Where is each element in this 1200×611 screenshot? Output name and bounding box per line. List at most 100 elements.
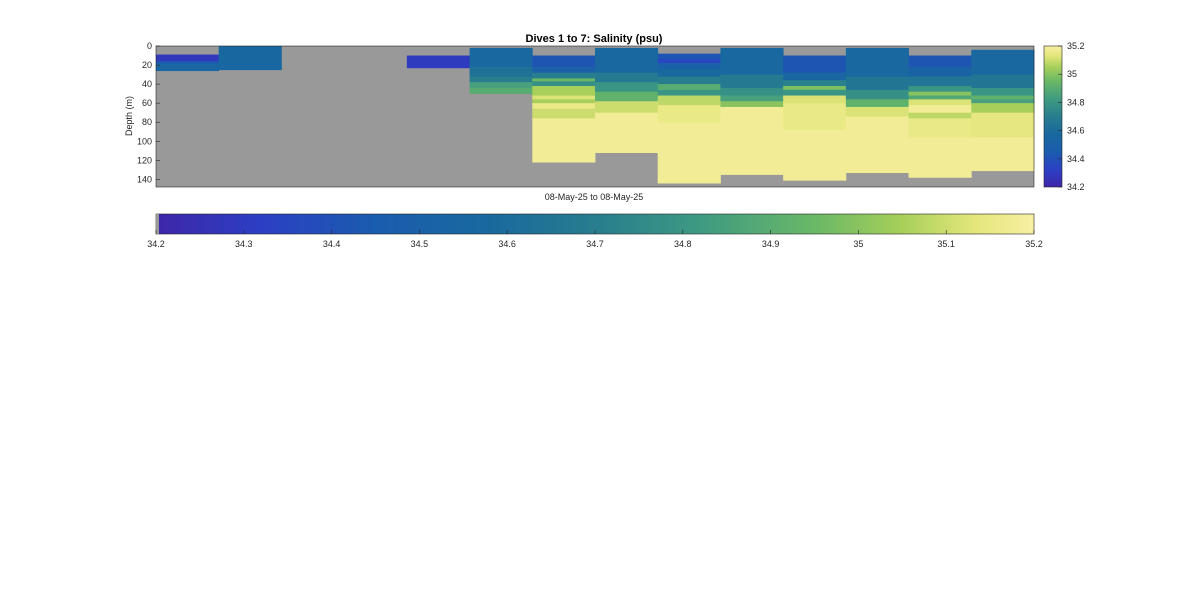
heatmap-cell bbox=[783, 103, 847, 131]
heatmap-cell bbox=[532, 66, 596, 73]
heatmap-cell bbox=[908, 76, 972, 87]
colorbar-bottom-missing-swatch bbox=[156, 214, 159, 234]
colorbar-right-gradient bbox=[1043, 45, 1063, 188]
heatmap-cell bbox=[156, 61, 220, 65]
heatmap-cell bbox=[908, 137, 972, 178]
colorbar-bottom-tick-label: 34.7 bbox=[586, 239, 604, 249]
heatmap-cell bbox=[845, 76, 909, 91]
plot-frame bbox=[155, 45, 1035, 188]
heatmap-cell bbox=[532, 118, 596, 163]
y-tick-label: 80 bbox=[142, 117, 152, 127]
heatmap-cell bbox=[971, 103, 1035, 113]
heatmap-cell bbox=[720, 87, 784, 96]
heatmap-cell bbox=[657, 89, 721, 96]
heatmap-cell bbox=[218, 46, 282, 71]
heatmap-cell bbox=[971, 95, 1035, 100]
colorbar-bottom-tick-label: 34.3 bbox=[235, 239, 253, 249]
y-tick-label: 100 bbox=[137, 136, 152, 146]
heatmap-cell bbox=[971, 137, 1035, 172]
heatmap-cell bbox=[845, 89, 909, 100]
colorbar-right-tick-label: 34.4 bbox=[1067, 154, 1085, 164]
heatmap-cell bbox=[657, 63, 721, 70]
heatmap-cell bbox=[469, 66, 533, 77]
y-axis: 0 20 40 60 80 100 120 140 bbox=[137, 41, 160, 184]
heatmap-cell bbox=[720, 47, 784, 75]
heatmap-cell bbox=[783, 89, 847, 96]
heatmap-cell bbox=[845, 99, 909, 108]
heatmap-cell bbox=[783, 80, 847, 87]
heatmap-cell bbox=[657, 53, 721, 60]
heatmap-cell bbox=[657, 76, 721, 85]
plot-area bbox=[155, 45, 1035, 188]
heatmap-cell bbox=[720, 106, 784, 175]
heatmap-cell bbox=[908, 95, 972, 100]
heatmap-cell bbox=[532, 95, 596, 100]
heatmap-cell bbox=[532, 55, 596, 68]
heatmap-cell bbox=[532, 72, 596, 79]
y-tick-label: 0 bbox=[147, 41, 152, 51]
chart-title: Dives 1 to 7: Salinity (psu) bbox=[526, 33, 663, 45]
colorbar-bottom-tick-label: 34.4 bbox=[323, 239, 341, 249]
colorbar-right-tick-label: 35 bbox=[1067, 69, 1077, 79]
heatmap-cell bbox=[783, 86, 847, 91]
heatmap-cell bbox=[971, 49, 1035, 75]
heatmap-cell bbox=[908, 55, 972, 68]
heatmap-cell bbox=[469, 82, 533, 89]
heatmap-cell bbox=[971, 74, 1035, 89]
heatmap-cell bbox=[657, 59, 721, 64]
colorbar-bottom-tick-label: 34.9 bbox=[762, 239, 780, 249]
colorbar-bottom-tick-label: 34.6 bbox=[498, 239, 516, 249]
colorbar-bottom-tick-label: 34.2 bbox=[147, 239, 165, 249]
heatmap-cell bbox=[532, 108, 596, 119]
y-tick-label: 60 bbox=[142, 98, 152, 108]
heatmap-cell bbox=[657, 68, 721, 77]
heatmap-cell bbox=[908, 118, 972, 138]
heatmap-cell bbox=[845, 116, 909, 174]
heatmap-cell bbox=[971, 87, 1035, 96]
heatmap-cell bbox=[971, 99, 1035, 104]
y-axis-label: Depth (m) bbox=[124, 96, 134, 136]
heatmap-cell bbox=[406, 55, 470, 69]
heatmap-cell bbox=[720, 74, 784, 89]
colorbar-right-tick-label: 34.2 bbox=[1067, 182, 1085, 192]
heatmap-cell bbox=[657, 84, 721, 91]
colorbar-bottom-tick-label: 34.8 bbox=[674, 239, 692, 249]
heatmap-cell bbox=[532, 81, 596, 87]
heatmap-cell bbox=[595, 112, 659, 153]
heatmap-cell bbox=[156, 64, 220, 72]
heatmap-cell bbox=[595, 72, 659, 83]
y-tick-label: 20 bbox=[142, 60, 152, 70]
colorbar-right-tick-label: 35.2 bbox=[1067, 41, 1085, 51]
heatmap-cell bbox=[720, 95, 784, 102]
y-tick-label: 140 bbox=[137, 174, 152, 184]
y-tick-label: 120 bbox=[137, 155, 152, 165]
heatmap-cell bbox=[469, 87, 533, 94]
heatmap-cell bbox=[595, 101, 659, 113]
heatmap-cell bbox=[657, 105, 721, 123]
heatmap-cell bbox=[657, 122, 721, 184]
heatmap-cell bbox=[908, 91, 972, 96]
colorbar-bottom-tick-label: 34.5 bbox=[411, 239, 429, 249]
colorbar-bottom-tick-label: 35.1 bbox=[937, 239, 955, 249]
heatmap-cell bbox=[532, 78, 596, 82]
heatmap-cell bbox=[595, 82, 659, 93]
heatmap-cell bbox=[783, 95, 847, 104]
heatmap-cell bbox=[783, 55, 847, 73]
colorbar-right-tick-label: 34.8 bbox=[1067, 97, 1085, 107]
heatmap-cell bbox=[908, 99, 972, 106]
heatmap-cell bbox=[532, 103, 596, 110]
colorbar-bottom: 34.2 34.3 34.4 34.5 34.6 34.7 34.8 34.9 35 35.1 35… bbox=[147, 213, 1043, 249]
heatmap-cell bbox=[845, 106, 909, 117]
heatmap-cell bbox=[783, 129, 847, 181]
heatmap-cell bbox=[595, 91, 659, 102]
colorbar-right-tick-label: 34.6 bbox=[1067, 126, 1085, 136]
heatmap-cell bbox=[845, 47, 909, 77]
heatmap-cell bbox=[532, 86, 596, 96]
heatmap-cell bbox=[469, 47, 533, 68]
heatmap-cell bbox=[720, 101, 784, 108]
y-tick-label: 40 bbox=[142, 79, 152, 89]
heatmap-cell bbox=[532, 99, 596, 104]
heatmap-cell bbox=[469, 76, 533, 83]
heatmap-cell bbox=[783, 72, 847, 81]
